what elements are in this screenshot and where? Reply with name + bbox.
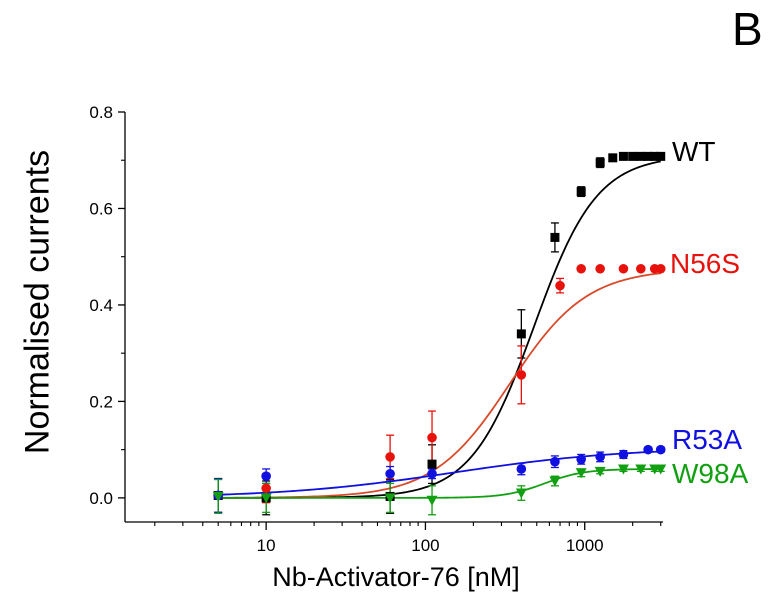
y-tick-label: 0.8	[89, 103, 113, 122]
data-point-wt	[595, 158, 605, 168]
data-point-wt	[550, 232, 560, 242]
data-point-w98a	[617, 464, 629, 475]
data-point-r53a	[595, 452, 605, 462]
data-point-w98a	[384, 493, 396, 504]
data-point-r53a	[576, 454, 586, 465]
data-point-w98a	[515, 488, 527, 499]
data-point-wt	[650, 151, 660, 161]
y-tick-label: 0.0	[89, 489, 113, 508]
data-point-r53a	[427, 468, 437, 479]
series-label-wt: WT	[672, 136, 716, 167]
data-point-w98a	[212, 491, 224, 502]
data-point-w98a	[594, 466, 606, 477]
data-point-r53a	[618, 449, 629, 460]
fit-curve-n56s	[218, 272, 661, 499]
x-tick-label: 10	[257, 536, 276, 555]
data-point-r53a	[643, 444, 653, 455]
data-point-wt	[628, 151, 638, 161]
panel-label: B	[732, 3, 763, 55]
y-tick-label: 0.4	[89, 296, 113, 315]
data-point-w98a	[426, 495, 438, 506]
series-label-w98a: W98A	[672, 458, 749, 489]
data-point-n56s	[618, 263, 629, 274]
data-point-w98a	[549, 476, 561, 487]
data-point-r53a	[655, 444, 666, 455]
series-label-r53a: R53A	[672, 424, 743, 455]
x-tick-label: 1000	[566, 536, 604, 555]
data-point-n56s	[385, 452, 395, 462]
data-point-wt	[618, 151, 628, 161]
series-label-n56s: N56S	[670, 248, 741, 279]
data-point-n56s	[516, 370, 527, 380]
data-point-w98a	[635, 464, 647, 475]
data-point-wt	[427, 459, 437, 469]
data-point-r53a	[550, 456, 560, 467]
y-tick-label: 0.6	[89, 199, 113, 218]
data-point-wt	[608, 153, 618, 163]
data-point-wt	[656, 151, 666, 161]
data-point-r53a	[261, 471, 271, 481]
fit-curve-w98a	[218, 468, 661, 499]
data-point-n56s	[655, 263, 666, 274]
x-axis-label: Nb-Activator-76 [nM]	[272, 562, 520, 592]
data-point-n56s	[261, 483, 271, 494]
data-point-n56s	[555, 280, 565, 291]
data-point-wt	[576, 187, 586, 197]
fit-curve-wt	[218, 160, 661, 499]
data-point-w98a	[655, 464, 667, 475]
y-tick-label: 0.2	[89, 392, 113, 411]
data-point-n56s	[636, 263, 646, 274]
data-point-w98a	[575, 468, 587, 479]
fit-curve-r53a	[218, 450, 661, 496]
data-point-n56s	[576, 263, 586, 274]
data-point-r53a	[516, 464, 527, 474]
y-axis-label: Normalised currents	[18, 149, 57, 455]
x-tick-label: 100	[411, 536, 439, 555]
data-point-n56s	[595, 263, 605, 274]
data-point-n56s	[427, 432, 437, 443]
data-point-w98a	[260, 493, 272, 504]
data-point-wt	[643, 151, 653, 161]
data-point-r53a	[385, 468, 395, 479]
data-point-wt	[636, 151, 646, 161]
data-point-wt	[516, 329, 526, 339]
